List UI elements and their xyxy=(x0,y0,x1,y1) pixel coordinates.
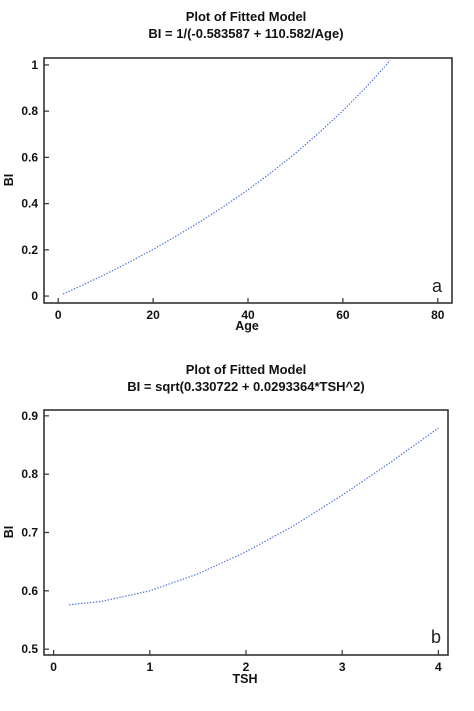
chart-b-y-tick-label: 0.9 xyxy=(21,409,38,423)
chart-b-y-ticks: 0.5 0.6 0.7 0.8 0.9 xyxy=(21,409,49,656)
chart-a-x-tick-label: 20 xyxy=(146,308,160,322)
chart-b-x-tick-label: 1 xyxy=(146,660,153,674)
chart-b-title: Plot of Fitted Model xyxy=(186,362,307,377)
chart-a-x-tick-label: 40 xyxy=(241,308,255,322)
chart-b-x-axis-label: TSH xyxy=(233,672,258,686)
chart-a-x-tick-label: 0 xyxy=(55,308,62,322)
chart-a-panel-letter: a xyxy=(432,276,443,296)
chart-a-x-tick-label: 60 xyxy=(336,308,350,322)
chart-a-y-tick-label: 0.8 xyxy=(21,104,38,118)
chart-a-y-axis-label: BI xyxy=(2,174,16,187)
chart-b-y-tick-label: 0.5 xyxy=(21,642,38,656)
chart-b-x-tick-label: 3 xyxy=(339,660,346,674)
chart-a-series-line xyxy=(62,59,391,295)
chart-a-x-axis-label: Age xyxy=(235,319,259,333)
chart-b-x-tick-label: 2 xyxy=(243,660,250,674)
chart-a-y-ticks: 0 0.2 0.4 0.6 0.8 1 xyxy=(21,58,49,303)
chart-b-x-ticks: 0 1 2 3 4 xyxy=(50,650,442,674)
chart-a-plot-frame xyxy=(43,57,453,304)
chart-a-y-tick-label: 0.6 xyxy=(21,150,38,164)
chart-b-series-line xyxy=(68,427,439,606)
chart-a-subtitle: BI = 1/(-0.583587 + 110.582/Age) xyxy=(148,26,343,41)
chart-b-y-tick-label: 0.8 xyxy=(21,467,38,481)
chart-a-x-ticks: 0 20 40 60 80 xyxy=(55,298,445,322)
chart-b-y-axis-label: BI xyxy=(2,526,16,539)
chart-a-y-tick-label: 0 xyxy=(31,289,38,303)
chart-a-y-tick-label: 0.4 xyxy=(21,197,38,211)
chart-b-panel-letter: b xyxy=(431,627,441,647)
chart-b-y-tick-label: 0.7 xyxy=(21,526,38,540)
chart-a-title: Plot of Fitted Model xyxy=(186,9,307,24)
chart-b-x-tick-label: 4 xyxy=(435,660,442,674)
chart-a-y-tick-label: 1 xyxy=(31,58,38,72)
chart-b-x-tick-label: 0 xyxy=(50,660,57,674)
chart-a: Plot of Fitted Model BI = 1/(-0.583587 +… xyxy=(2,9,453,333)
chart-a-y-tick-label: 0.2 xyxy=(21,243,38,257)
chart-b-y-tick-label: 0.6 xyxy=(21,584,38,598)
chart-b: Plot of Fitted Model BI = sqrt(0.330722 … xyxy=(2,362,449,686)
chart-b-plot-frame xyxy=(43,409,449,656)
chart-a-x-tick-label: 80 xyxy=(431,308,445,322)
chart-b-subtitle: BI = sqrt(0.330722 + 0.0293364*TSH^2) xyxy=(127,379,364,394)
